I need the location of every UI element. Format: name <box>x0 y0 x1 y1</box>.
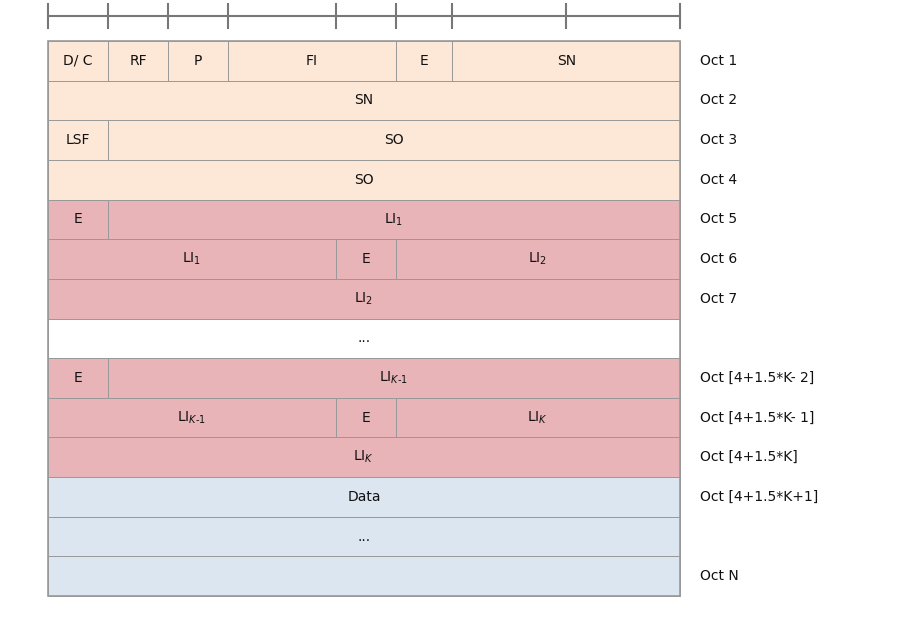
Text: Oct [4+1.5*K]: Oct [4+1.5*K] <box>700 450 798 465</box>
Bar <box>108 120 680 160</box>
Text: E: E <box>361 410 370 425</box>
Bar <box>48 41 108 81</box>
Text: $\mathrm{LI}_{2}$: $\mathrm{LI}_{2}$ <box>355 291 374 307</box>
Bar <box>168 41 228 81</box>
Text: E: E <box>361 252 370 266</box>
Text: E: E <box>420 54 428 68</box>
Bar <box>108 358 680 398</box>
Bar <box>395 239 680 279</box>
Text: $\mathrm{LI}_{K\text{-}1}$: $\mathrm{LI}_{K\text{-}1}$ <box>380 369 409 386</box>
Text: Oct [4+1.5*K- 1]: Oct [4+1.5*K- 1] <box>700 410 814 425</box>
Text: Data: Data <box>347 490 380 504</box>
Text: SN: SN <box>355 94 373 107</box>
Bar <box>335 398 395 437</box>
Bar <box>48 160 680 199</box>
Text: Oct 1: Oct 1 <box>700 54 737 68</box>
Text: Oct 3: Oct 3 <box>700 133 737 147</box>
Text: SN: SN <box>557 54 576 68</box>
Text: Oct [4+1.5*K- 2]: Oct [4+1.5*K- 2] <box>700 371 814 385</box>
Bar <box>48 120 108 160</box>
Text: E: E <box>74 371 83 385</box>
Text: Oct 4: Oct 4 <box>700 173 737 187</box>
Bar <box>48 41 680 596</box>
Bar <box>48 358 108 398</box>
Text: $\mathrm{LI}_{K}$: $\mathrm{LI}_{K}$ <box>354 449 375 466</box>
Bar <box>48 398 335 437</box>
Bar <box>452 41 680 81</box>
Text: SO: SO <box>354 173 374 187</box>
Text: $\mathrm{LI}_{1}$: $\mathrm{LI}_{1}$ <box>384 211 403 227</box>
Text: D/ C: D/ C <box>63 54 93 68</box>
Text: $\mathrm{LI}_{K}$: $\mathrm{LI}_{K}$ <box>528 409 549 426</box>
Text: RF: RF <box>130 54 147 68</box>
Text: $\mathrm{LI}_{K\text{-}1}$: $\mathrm{LI}_{K\text{-}1}$ <box>177 409 207 426</box>
Text: $\mathrm{LI}_{1}$: $\mathrm{LI}_{1}$ <box>182 251 201 267</box>
Text: Oct 5: Oct 5 <box>700 212 737 227</box>
Text: SO: SO <box>384 133 403 147</box>
Text: ...: ... <box>357 332 370 345</box>
Text: Oct 2: Oct 2 <box>700 94 737 107</box>
Bar <box>395 398 680 437</box>
Bar <box>48 517 680 556</box>
Bar <box>48 556 680 596</box>
Bar <box>108 41 168 81</box>
Bar <box>48 437 680 477</box>
Bar <box>228 41 395 81</box>
Text: Oct [4+1.5*K+1]: Oct [4+1.5*K+1] <box>700 490 818 504</box>
Bar <box>48 477 680 517</box>
Bar <box>395 41 452 81</box>
Bar <box>48 199 108 239</box>
Text: Oct N: Oct N <box>700 569 739 583</box>
Bar <box>48 81 680 120</box>
Text: FI: FI <box>306 54 318 68</box>
Text: Oct 7: Oct 7 <box>700 292 737 306</box>
Text: P: P <box>194 54 202 68</box>
Bar <box>48 279 680 319</box>
Text: $\mathrm{LI}_{2}$: $\mathrm{LI}_{2}$ <box>528 251 548 267</box>
Bar <box>48 239 335 279</box>
Bar <box>108 199 680 239</box>
Bar <box>335 239 395 279</box>
Bar <box>48 319 680 358</box>
Text: E: E <box>74 212 83 227</box>
Text: LSF: LSF <box>66 133 90 147</box>
Text: ...: ... <box>357 530 370 543</box>
Text: Oct 6: Oct 6 <box>700 252 737 266</box>
